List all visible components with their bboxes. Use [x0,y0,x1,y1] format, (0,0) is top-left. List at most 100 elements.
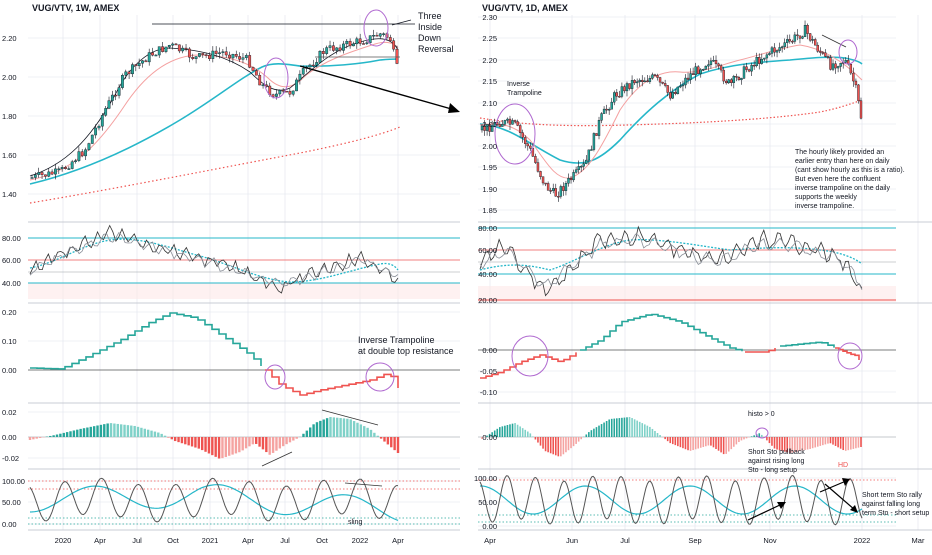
candle-body [131,65,133,74]
candle-body [192,57,194,59]
histogram-bar [697,437,699,449]
candle-body [506,119,508,120]
histogram-bar [736,437,738,444]
candle-body [857,85,859,101]
histogram-bar [507,425,509,437]
candle-body [840,63,842,66]
candle-body [814,39,816,45]
candle-body [342,44,344,50]
histogram-bar [218,437,220,459]
candle-body [372,35,374,36]
weekly-time-tick-label: Oct [167,536,180,545]
candle-body [601,114,603,121]
candle-body [48,172,50,176]
candle-body [222,52,224,53]
histogram-bar [262,437,264,449]
histogram-bar [558,437,560,456]
histogram-bar [309,427,311,437]
histogram-bar [228,437,230,456]
candle-body [61,167,63,169]
histogram-bar [565,437,567,452]
candle-body [165,47,167,52]
candle-body [58,169,60,170]
histogram-bar [659,435,661,437]
histogram-bar [687,437,689,450]
histogram-bar [550,437,552,453]
histogram-bar [79,429,81,437]
candle-body [799,36,801,39]
weekly-time-tick-label: Jul [280,536,290,545]
histogram-bar [588,432,590,437]
candle-body [796,35,798,36]
candle-body [779,47,781,50]
histogram-bar [235,437,237,453]
histogram-bar [103,424,105,437]
histogram-bar [611,419,613,437]
candle-body [639,80,641,82]
candle-body [275,94,277,97]
histogram-bar [585,434,587,437]
histogram-bar [502,426,504,437]
note-line-3: (cant show hourly as this is a ratio). [795,167,905,174]
histogram-bar [522,428,524,437]
histogram-bar [184,437,186,444]
candle-body [295,80,297,91]
candle-body [860,101,862,119]
weekly-price-tick-label: 2.20 [2,34,17,43]
histogram-bar [397,437,399,453]
candle-body [185,48,187,49]
candle-body [756,57,758,66]
histogram-bar [36,437,38,439]
histogram-bar [715,437,717,449]
histogram-bar [504,426,506,437]
histogram-bar [723,437,725,454]
candle-body [242,58,244,60]
histogram-bar [214,437,216,457]
candle-body [832,64,834,70]
histogram-bar [29,437,31,440]
weekly-sto-tick-label: 50.00 [2,498,21,507]
candle-body [540,171,542,176]
reversal-label-4: Reversal [418,44,454,54]
daily-sto-tick-label: 50.00 [478,498,497,507]
candle-body [195,57,197,59]
candle-body [84,150,86,156]
histogram-bar [238,437,240,452]
candle-body [784,43,786,47]
candle-body [329,46,331,48]
candle-body [786,39,788,42]
histogram-bar [593,429,595,437]
weekly-rsi-tick-label: 80.00 [2,234,21,243]
histogram-bar [289,437,291,442]
candle-body [547,183,549,190]
histogram-bar [680,437,682,447]
candle-body [662,82,664,83]
candle-body [259,75,261,85]
histogram-bar [817,437,819,447]
weekly-time-tick-label: 2021 [202,536,219,545]
candle-body [738,77,740,80]
candle-body [188,49,190,57]
candle-body [626,84,628,91]
histogram-bar [519,426,521,437]
candle-body [611,102,613,109]
pullback-label-3: Sto - long setup [748,467,797,474]
histogram-bar [370,430,372,437]
histogram-bar [840,437,842,449]
histogram-bar [568,437,570,450]
candle-body [598,120,600,135]
histogram-bar [39,437,41,438]
histogram-bar [106,423,108,437]
candle-body [517,122,519,126]
candle-body [529,146,531,148]
candle-body [178,45,180,51]
hd-label: HD [838,462,848,469]
histogram-bar [830,437,832,443]
daily-rsi-tick-label: 20.00 [478,296,497,305]
histogram-bar [578,437,580,442]
rally-label-2: against falling long [862,501,920,508]
histogram-bar [292,437,294,441]
histogram-bar [820,437,822,446]
candle-body [292,91,294,94]
histogram-bar [761,435,763,437]
